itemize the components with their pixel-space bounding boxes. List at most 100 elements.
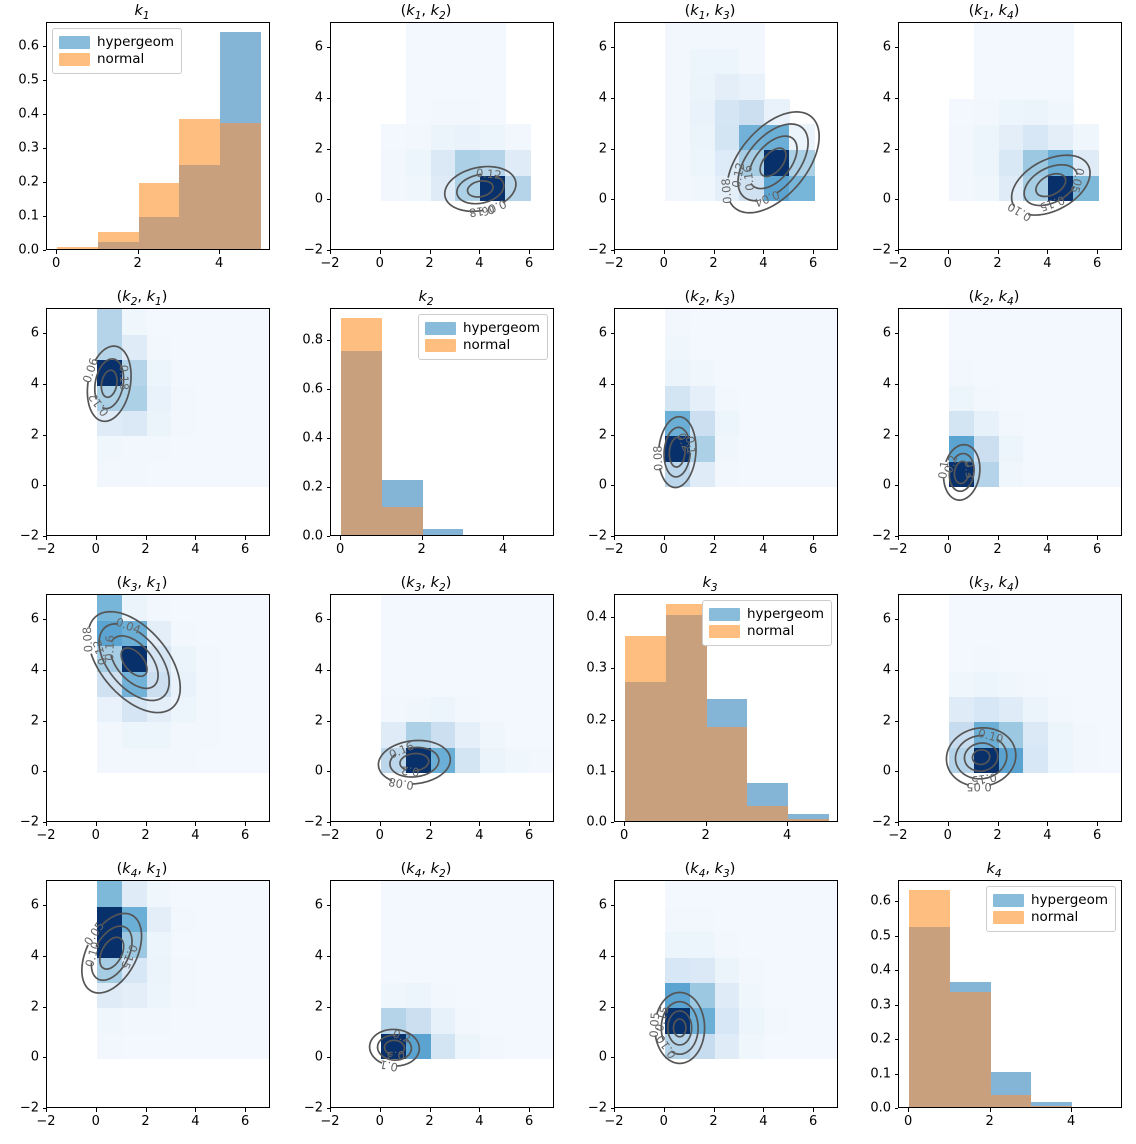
- heatmap-cell: [1098, 334, 1121, 361]
- x-tick-label: 4: [759, 1114, 768, 1129]
- histogram-bar-overlap: [97, 241, 139, 249]
- x-tick-label: 4: [759, 256, 768, 271]
- heatmap-cell: [121, 461, 148, 487]
- heatmap-cell: [689, 359, 716, 386]
- x-tick-label: 2: [425, 1114, 434, 1129]
- legend-item-normal[interactable]: normal: [992, 909, 1108, 926]
- heatmap-cell: [221, 359, 247, 386]
- y-tick: [894, 970, 898, 972]
- heatmap-cell: [221, 982, 247, 1009]
- legend-item-hypergeom[interactable]: hypergeom: [708, 606, 824, 623]
- y-tick: [610, 434, 614, 436]
- heatmap-cell: [664, 23, 691, 49]
- heatmap-cell: [430, 73, 457, 100]
- y-tick-label: 0.3: [870, 997, 891, 1013]
- heatmap-cell: [530, 1007, 553, 1034]
- contour-label: 0.12: [729, 161, 747, 189]
- heatmap-cell: [455, 931, 481, 958]
- contour-label: 0.05: [647, 1012, 663, 1038]
- heatmap-cell: [998, 461, 1025, 487]
- heatmap-cell: [146, 931, 173, 958]
- x-tick-label: 4: [782, 828, 792, 843]
- x-tick: [624, 822, 626, 826]
- heatmap-cell: [505, 1007, 531, 1034]
- legend-item-hypergeom[interactable]: hypergeom: [992, 892, 1108, 909]
- x-tick: [46, 1108, 47, 1112]
- heatmap-cell: [196, 334, 222, 361]
- y-tick-label: 6: [598, 39, 607, 55]
- heatmap-cell: [1098, 747, 1121, 773]
- y-tick-label: 6: [314, 39, 323, 55]
- heatmap-cell: [998, 385, 1025, 411]
- heatmap-cell: [455, 906, 481, 933]
- legend-item-hypergeom[interactable]: hypergeom: [59, 34, 174, 51]
- histogram-bar: [220, 31, 261, 123]
- heatmap-cell: [121, 334, 148, 361]
- heatmap-cell: [121, 595, 148, 621]
- heatmap-cell: [1023, 595, 1049, 621]
- heatmap-cell: [480, 696, 506, 723]
- heatmap-cell: [973, 334, 1000, 361]
- panel-title: (k3, k1): [116, 575, 168, 594]
- x-tick: [898, 250, 899, 254]
- heatmap-cell: [405, 124, 432, 151]
- y-tick-label: 2: [882, 713, 891, 729]
- legend-item-normal[interactable]: normal: [424, 337, 540, 354]
- heatmap-cell: [121, 931, 148, 958]
- heatmap-cell: [455, 747, 481, 773]
- heatmap-cell: [1098, 620, 1121, 647]
- heatmap-cell: [739, 435, 765, 462]
- heatmap-cell: [739, 1007, 765, 1034]
- y-tick: [42, 1006, 46, 1008]
- y-tick: [610, 1057, 614, 1059]
- heatmap-cell: [689, 385, 716, 411]
- heatmap-cell: [689, 149, 716, 176]
- heatmap-cell: [948, 696, 975, 723]
- heatmap-cell: [405, 1007, 432, 1034]
- heatmap-cell: [430, 671, 457, 697]
- heatmap-cell: [530, 881, 553, 907]
- legend-label: hypergeom: [97, 34, 175, 51]
- heatmap-cell: [948, 385, 975, 411]
- heatmap-cell: [1023, 410, 1049, 437]
- x-tick-label: 2: [709, 542, 718, 557]
- heatmap-cell: [171, 359, 197, 386]
- x-tick-label: 6: [524, 1114, 534, 1129]
- x-tick: [947, 250, 949, 254]
- heatmap-cell: [739, 334, 765, 361]
- heatmap-cell: [505, 721, 531, 748]
- heatmap-cell: [1073, 309, 1099, 335]
- heatmap-cell: [764, 931, 790, 958]
- y-tick-label: 0: [598, 191, 607, 207]
- y-tick: [42, 670, 46, 671]
- x-tick-label: 4: [1043, 828, 1052, 843]
- legend-item-hypergeom[interactable]: hypergeom: [424, 320, 540, 337]
- heatmap-cell: [430, 1033, 457, 1059]
- heatmap-cell: [171, 957, 197, 983]
- y-tick-label: 0.5: [18, 72, 39, 88]
- heatmap-cell: [948, 359, 975, 386]
- y-tick: [894, 199, 898, 201]
- heatmap-cell: [1098, 309, 1121, 335]
- heatmap-cell: [973, 309, 1000, 335]
- heatmap-cell: [739, 931, 765, 958]
- heatmap-cell: [196, 881, 222, 907]
- legend-item-normal[interactable]: normal: [59, 51, 174, 68]
- legend-item-normal[interactable]: normal: [708, 623, 824, 640]
- heatmap-cell: [1048, 23, 1074, 49]
- y-tick-label: 2: [598, 141, 607, 157]
- heatmap-cell: [764, 957, 790, 983]
- contour-overlay: 0.080.160.2: [377, 739, 452, 793]
- heatmap-cell: [96, 435, 123, 462]
- heatmap-cell: [714, 1033, 741, 1059]
- y-tick: [42, 434, 46, 436]
- heatmap-cell: [973, 73, 1000, 100]
- x-tick-label: 4: [191, 542, 200, 557]
- heatmap-cell: [196, 982, 222, 1009]
- histogram-bar: [179, 119, 221, 165]
- heatmap-cell: [814, 931, 837, 958]
- heatmap-cell: [505, 671, 531, 697]
- heatmap-cell: [714, 1007, 741, 1034]
- x-tick: [947, 822, 949, 826]
- panel-title: k3: [702, 575, 718, 594]
